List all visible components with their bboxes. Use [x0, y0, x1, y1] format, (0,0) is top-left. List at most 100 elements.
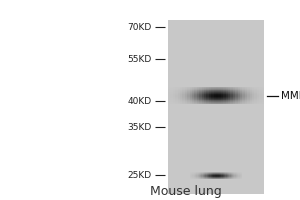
Bar: [199, 88, 202, 89]
Bar: [175, 90, 178, 91]
Bar: [206, 102, 209, 103]
Bar: [187, 95, 190, 96]
Bar: [168, 103, 170, 104]
Bar: [168, 97, 170, 98]
Bar: [228, 99, 230, 100]
Bar: [214, 93, 216, 94]
Bar: [259, 96, 262, 97]
Bar: [257, 101, 259, 102]
Bar: [252, 88, 254, 89]
Bar: [170, 94, 173, 95]
Bar: [173, 96, 175, 97]
Bar: [238, 102, 240, 103]
Bar: [173, 99, 175, 100]
Bar: [182, 90, 185, 91]
Bar: [252, 98, 254, 99]
Bar: [206, 97, 209, 98]
Bar: [173, 89, 175, 90]
Bar: [187, 89, 190, 90]
Bar: [235, 94, 238, 95]
Bar: [235, 95, 238, 96]
Bar: [238, 100, 240, 101]
Bar: [226, 91, 228, 92]
Bar: [194, 95, 197, 96]
Bar: [199, 97, 202, 98]
Bar: [233, 92, 235, 93]
Bar: [235, 92, 238, 93]
Bar: [228, 95, 230, 96]
Bar: [252, 87, 254, 88]
Bar: [178, 98, 180, 99]
Bar: [218, 95, 221, 96]
Bar: [199, 102, 202, 103]
Bar: [230, 90, 233, 91]
Bar: [182, 101, 185, 102]
Bar: [218, 90, 221, 91]
Bar: [233, 97, 235, 98]
Bar: [168, 93, 170, 94]
Bar: [209, 87, 211, 88]
Bar: [202, 96, 204, 97]
Bar: [226, 98, 228, 99]
Bar: [247, 99, 250, 100]
Bar: [254, 87, 257, 88]
Bar: [214, 98, 216, 99]
Bar: [230, 92, 233, 93]
Bar: [216, 91, 218, 92]
Bar: [230, 96, 233, 97]
Bar: [228, 88, 230, 89]
Bar: [182, 102, 185, 103]
Bar: [233, 103, 235, 104]
Bar: [228, 91, 230, 92]
Bar: [182, 97, 185, 98]
Bar: [233, 95, 235, 96]
Bar: [250, 101, 252, 102]
Bar: [180, 97, 182, 98]
Bar: [168, 99, 170, 100]
Bar: [170, 99, 173, 100]
Bar: [206, 100, 209, 101]
Bar: [252, 91, 254, 92]
Bar: [216, 90, 218, 91]
Bar: [199, 94, 202, 95]
Bar: [194, 92, 197, 93]
Bar: [182, 98, 185, 99]
Bar: [245, 98, 247, 99]
Bar: [254, 96, 257, 97]
Bar: [180, 98, 182, 99]
Bar: [221, 94, 223, 95]
Bar: [218, 102, 221, 103]
Bar: [257, 88, 259, 89]
Bar: [257, 87, 259, 88]
Bar: [178, 88, 180, 89]
Bar: [194, 88, 197, 89]
Bar: [199, 100, 202, 101]
Bar: [233, 98, 235, 99]
Bar: [180, 101, 182, 102]
Bar: [192, 96, 194, 97]
Bar: [242, 91, 245, 92]
Bar: [206, 103, 209, 104]
Bar: [235, 98, 238, 99]
Bar: [221, 97, 223, 98]
Bar: [254, 94, 257, 95]
Bar: [194, 93, 197, 94]
Bar: [202, 98, 204, 99]
Bar: [211, 88, 214, 89]
Bar: [238, 95, 240, 96]
Bar: [192, 90, 194, 91]
Bar: [214, 89, 216, 90]
Bar: [257, 94, 259, 95]
Bar: [180, 91, 182, 92]
Bar: [252, 89, 254, 90]
Bar: [233, 87, 235, 88]
Bar: [221, 91, 223, 92]
Bar: [218, 93, 221, 94]
Bar: [185, 102, 187, 103]
Bar: [230, 88, 233, 89]
Bar: [202, 100, 204, 101]
Bar: [187, 101, 190, 102]
Bar: [192, 100, 194, 101]
Bar: [250, 102, 252, 103]
Bar: [178, 95, 180, 96]
